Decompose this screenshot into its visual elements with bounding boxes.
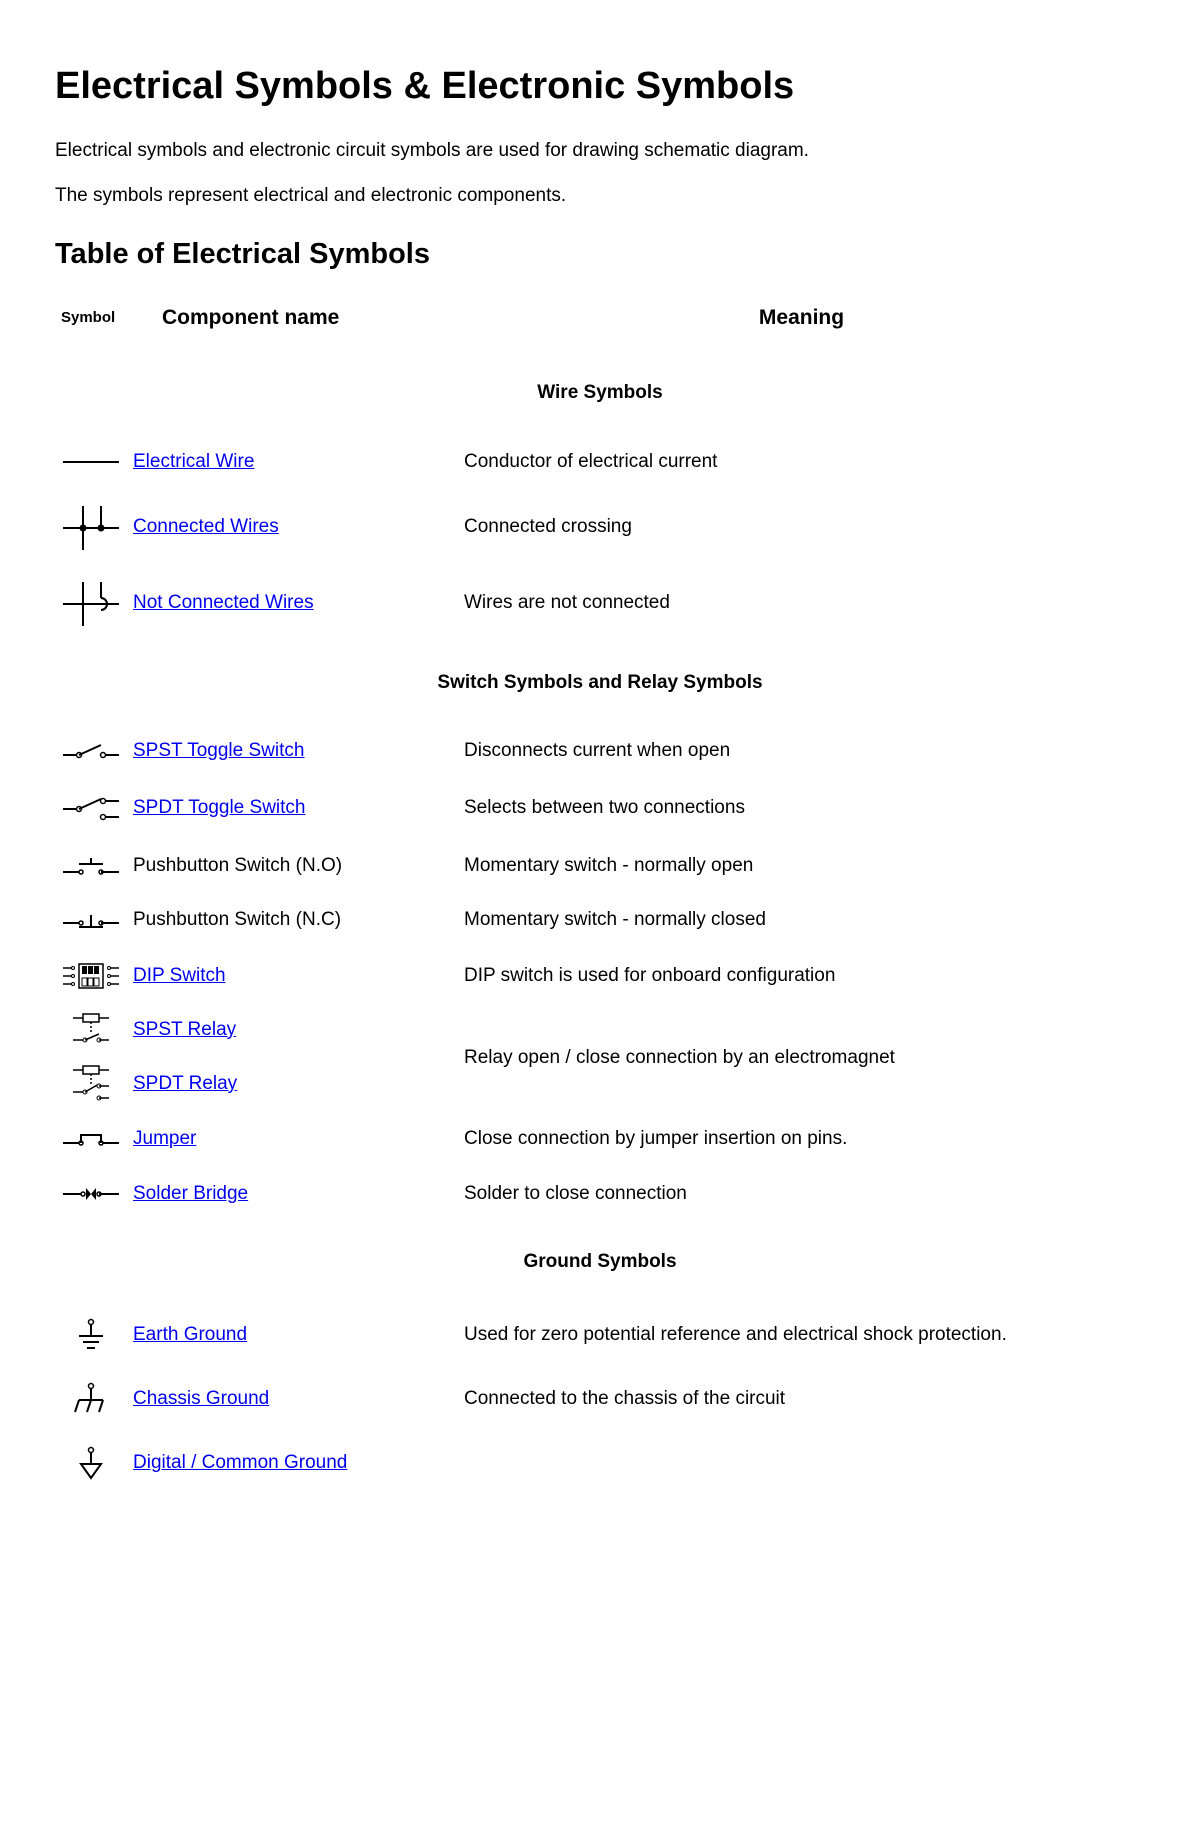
link-spst[interactable]: SPST Toggle Switch [133, 740, 304, 761]
spdt-icon [61, 793, 121, 825]
intro-paragraph-1: Electrical symbols and electronic circui… [55, 138, 1145, 165]
connected-wires-icon [61, 504, 121, 552]
meaning-pushbutton-nc: Momentary switch - normally closed [458, 893, 1145, 948]
row-solder: Solder Bridge Solder to close connection [55, 1167, 1145, 1222]
meaning-relay: Relay open / close connection by an elec… [458, 1004, 1145, 1112]
row-not-connected-wires: Not Connected Wires Wires are not connec… [55, 566, 1145, 642]
section-wire: Wire Symbols [55, 352, 1145, 435]
name-pushbutton-nc: Pushbutton Switch (N.C) [127, 893, 458, 948]
link-solder[interactable]: Solder Bridge [133, 1183, 248, 1204]
row-digital-ground: Digital / Common Ground [55, 1432, 1145, 1496]
row-jumper: Jumper Close connection by jumper insert… [55, 1112, 1145, 1167]
solder-bridge-icon [61, 1184, 121, 1204]
not-connected-wires-icon [61, 580, 121, 628]
link-electrical-wire[interactable]: Electrical Wire [133, 451, 254, 472]
row-spst-relay: SPST Relay Relay open / close connection… [55, 1004, 1145, 1056]
meaning-digital-ground [458, 1432, 1145, 1496]
name-pushbutton-no: Pushbutton Switch (N.O) [127, 839, 458, 894]
row-electrical-wire: Electrical Wire Conductor of electrical … [55, 435, 1145, 490]
chassis-ground-icon [73, 1382, 109, 1418]
earth-ground-icon [73, 1318, 109, 1354]
header-symbol: Symbol [55, 295, 127, 352]
spdt-relay-icon [67, 1062, 115, 1106]
symbols-table: Symbol Component name Meaning Wire Symbo… [55, 295, 1145, 1496]
meaning-chassis-ground: Connected to the chassis of the circuit [458, 1368, 1145, 1432]
meaning-dip: DIP switch is used for onboard configura… [458, 948, 1145, 1004]
row-dip: DIP Switch DIP switch is used for onboar… [55, 948, 1145, 1004]
row-spst: SPST Toggle Switch Disconnects current w… [55, 724, 1145, 779]
electrical-wire-icon [61, 452, 121, 472]
pushbutton-no-icon [61, 854, 121, 878]
meaning-not-connected-wires: Wires are not connected [458, 566, 1145, 642]
link-chassis-ground[interactable]: Chassis Ground [133, 1388, 269, 1409]
intro-paragraph-2: The symbols represent electrical and ele… [55, 183, 1145, 210]
header-meaning: Meaning [458, 295, 1145, 352]
section-switch: Switch Symbols and Relay Symbols [55, 642, 1145, 725]
link-spst-relay[interactable]: SPST Relay [133, 1019, 236, 1040]
link-spdt-relay[interactable]: SPDT Relay [133, 1073, 237, 1094]
link-earth-ground[interactable]: Earth Ground [133, 1324, 247, 1345]
link-digital-ground[interactable]: Digital / Common Ground [133, 1452, 347, 1473]
meaning-earth-ground: Used for zero potential reference and el… [458, 1304, 1145, 1368]
link-dip[interactable]: DIP Switch [133, 965, 226, 986]
pushbutton-nc-icon [61, 909, 121, 933]
meaning-connected-wires: Connected crossing [458, 490, 1145, 566]
section-ground: Ground Symbols [55, 1221, 1145, 1304]
row-chassis-ground: Chassis Ground Connected to the chassis … [55, 1368, 1145, 1432]
link-connected-wires[interactable]: Connected Wires [133, 516, 279, 537]
meaning-spdt: Selects between two connections [458, 779, 1145, 839]
meaning-solder: Solder to close connection [458, 1167, 1145, 1222]
spst-icon [61, 739, 121, 763]
row-pushbutton-nc: Pushbutton Switch (N.C) Momentary switch… [55, 893, 1145, 948]
table-title: Table of Electrical Symbols [55, 234, 1145, 275]
row-earth-ground: Earth Ground Used for zero potential ref… [55, 1304, 1145, 1368]
jumper-icon [61, 1127, 121, 1151]
page-title: Electrical Symbols & Electronic Symbols [55, 60, 1145, 113]
header-component: Component name [127, 295, 458, 352]
spst-relay-icon [67, 1010, 115, 1050]
meaning-spst: Disconnects current when open [458, 724, 1145, 779]
row-pushbutton-no: Pushbutton Switch (N.O) Momentary switch… [55, 839, 1145, 894]
digital-ground-icon [73, 1446, 109, 1482]
row-spdt: SPDT Toggle Switch Selects between two c… [55, 779, 1145, 839]
dip-switch-icon [61, 962, 121, 990]
link-spdt[interactable]: SPDT Toggle Switch [133, 797, 306, 818]
meaning-electrical-wire: Conductor of electrical current [458, 435, 1145, 490]
row-connected-wires: Connected Wires Connected crossing [55, 490, 1145, 566]
meaning-pushbutton-no: Momentary switch - normally open [458, 839, 1145, 894]
meaning-jumper: Close connection by jumper insertion on … [458, 1112, 1145, 1167]
link-jumper[interactable]: Jumper [133, 1128, 196, 1149]
link-not-connected-wires[interactable]: Not Connected Wires [133, 592, 314, 613]
